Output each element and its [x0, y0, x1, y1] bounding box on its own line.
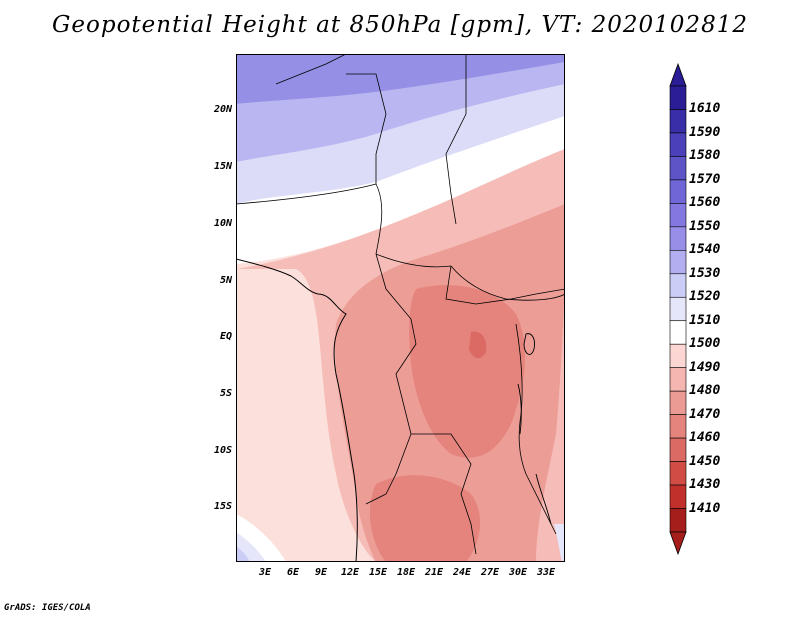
map-title: Geopotential Height at 850hPa [gpm], VT:… [52, 12, 748, 38]
map-frame [236, 54, 565, 562]
colorbar-swatch [669, 179, 687, 204]
lat-label-5n: 5N [219, 275, 232, 286]
lat-label-eq: EQ [219, 331, 232, 342]
colorbar-swatch [669, 273, 687, 298]
lat-label-20n: 20N [213, 104, 232, 115]
colorbar-swatch [669, 414, 687, 439]
colorbar-label: 1430 [689, 477, 721, 493]
colorbar-label: 1510 [689, 312, 721, 328]
colorbar-label: 1490 [689, 359, 721, 375]
lon-label-6e: 6E [286, 567, 300, 578]
colorbar-label: 1410 [689, 500, 721, 516]
border-sahel [236, 183, 565, 301]
colorbar-swatch [669, 484, 687, 509]
colorbar-swatch [669, 437, 687, 462]
lon-label-21e: 21E [424, 567, 444, 578]
colorbar-swatch [669, 156, 687, 181]
lon-label-12e: 12E [340, 567, 360, 578]
lat-label-5s: 5S [219, 388, 232, 399]
colorbar-swatch [669, 343, 687, 368]
lake-outline [517, 333, 552, 525]
colorbar-bottom-arrow [669, 531, 687, 556]
colorbar-label: 1460 [689, 430, 721, 446]
colorbar-label: 1550 [689, 218, 721, 234]
border-central [365, 253, 565, 555]
colorbar-swatch [669, 250, 687, 275]
contour-1590 [236, 54, 565, 104]
lon-label-24e: 24E [452, 567, 472, 578]
colorbar-label: 1570 [689, 171, 721, 187]
colorbar-label: 1610 [689, 101, 721, 117]
colorbar-swatch [669, 390, 687, 415]
colorbar-label: 1580 [689, 148, 721, 164]
lat-label-15s: 15S [213, 501, 232, 512]
colorbar-swatch [669, 203, 687, 228]
colorbar-swatch [669, 132, 687, 157]
lon-label-15e: 15E [368, 567, 388, 578]
contour-1520-sw [236, 546, 250, 562]
colorbar-swatch [669, 85, 687, 110]
contour-1470 [409, 285, 526, 458]
lat-label-15n: 15N [213, 161, 232, 172]
colorbar-label: 1470 [689, 406, 721, 422]
colorbar-label: 1530 [689, 265, 721, 281]
contour-1520 [236, 84, 565, 204]
colorbar-swatch [669, 461, 687, 486]
lon-label-18e: 18E [396, 567, 416, 578]
contour-1470-south [369, 475, 481, 562]
lon-label-3e: 3E [258, 567, 272, 578]
contour-1460 [469, 331, 487, 359]
map-panel [236, 54, 565, 562]
colorbar-swatch [669, 367, 687, 392]
colorbar-label: 1560 [689, 195, 721, 211]
colorbar-label: 1450 [689, 453, 721, 469]
border-north [275, 54, 467, 225]
lat-label-10s: 10S [213, 445, 232, 456]
contour-1530 [236, 62, 565, 162]
credit-text: GrADS: IGES/COLA [4, 603, 91, 613]
lon-label-27e: 27E [480, 567, 500, 578]
colorbar-label: 1480 [689, 383, 721, 399]
colorbar-label: 1520 [689, 289, 721, 305]
colorbar-swatch [669, 320, 687, 345]
lon-label-30e: 30E [508, 567, 528, 578]
colorbar-swatch [669, 226, 687, 251]
lon-label-33e: 33E [536, 567, 556, 578]
colorbar-swatch [669, 508, 687, 533]
contour-1510-se [554, 524, 565, 562]
colorbar [669, 62, 687, 556]
colorbar-swatch [669, 109, 687, 134]
coastline-west-africa [236, 258, 358, 562]
colorbar-label: 1590 [689, 124, 721, 140]
contour-1500 [236, 116, 565, 264]
colorbar-top-arrow [669, 62, 687, 87]
colorbar-label: 1500 [689, 336, 721, 352]
lon-label-9e: 9E [314, 567, 328, 578]
colorbar-swatch [669, 296, 687, 322]
colorbar-label: 1540 [689, 242, 721, 258]
lat-label-10n: 10N [213, 218, 232, 229]
